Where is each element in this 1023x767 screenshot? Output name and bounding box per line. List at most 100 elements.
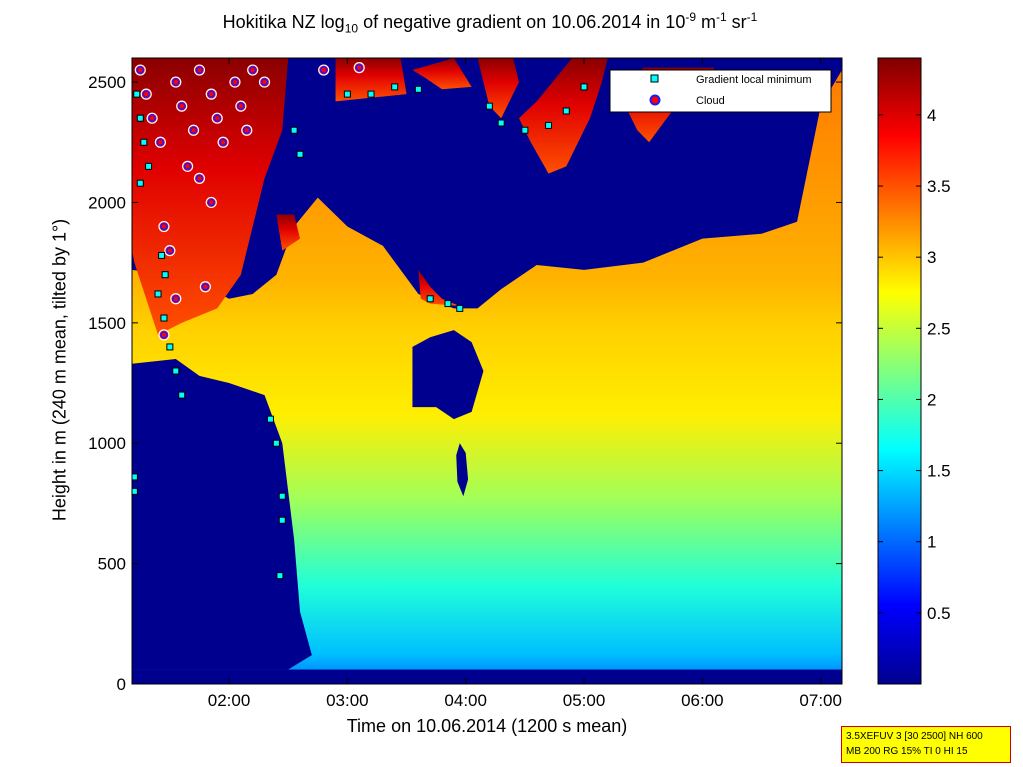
colorbar-tick-label-2: 1.5: [927, 462, 951, 481]
x-tick-label-4: 06:00: [681, 691, 724, 710]
cloud-marker-core-24: [355, 63, 363, 72]
cloud-marker-core-12: [237, 102, 245, 110]
gradient-min-marker-12: [132, 473, 138, 481]
cloud-marker-core-21: [160, 331, 168, 339]
colorbar-gradient: [877, 57, 922, 685]
gradient-min-marker-26: [497, 119, 505, 127]
gradient-min-marker-22: [367, 90, 375, 98]
cloud-marker-core-14: [248, 66, 257, 74]
gradient-min-marker-5: [158, 251, 166, 259]
cloud-marker-core-20: [172, 295, 180, 303]
plot-area: [131, 57, 843, 685]
gradient-min-marker-19: [290, 126, 298, 134]
x-tick-label-3: 05:00: [563, 691, 606, 710]
cloud-marker-core-13: [243, 126, 251, 134]
plot-frame: [131, 57, 843, 685]
gradient-min-marker-31: [545, 121, 553, 129]
x-tick-label-0: 02:00: [208, 691, 251, 710]
y-axis-label: Height in m (240 m mean, tilted by 1°): [49, 218, 70, 522]
cloud-marker-core-22: [260, 78, 269, 86]
colorbar-tick-label-5: 3: [927, 248, 936, 267]
gradient-min-marker-18: [276, 572, 284, 580]
cloud-marker-core-23: [319, 66, 328, 74]
x-tick-label-2: 04:00: [444, 691, 487, 710]
gradient-min-marker-14: [266, 415, 274, 423]
legend-marker-gradient-minimum: [650, 74, 659, 83]
settings-info-box: 3.5XEFUV 3 [30 2500] NH 600 MB 200 RG 15…: [841, 726, 1011, 763]
colorbar-ticks: 0.5 1 1.5 2 2.5 3 3.5 4: [878, 106, 951, 623]
low-signal-region-0: [132, 358, 312, 670]
cloud-marker-core-11: [231, 78, 239, 86]
gradient-min-marker-27: [426, 295, 434, 303]
gradient-min-marker-20: [296, 150, 304, 158]
gradient-min-marker-10: [172, 367, 180, 375]
gradient-min-marker-11: [178, 391, 186, 399]
y-tick-label-0: 0: [117, 675, 126, 694]
colorbar-tick-label-6: 3.5: [927, 177, 951, 196]
cloud-region-1: [276, 214, 301, 251]
colorbar-tick-label-3: 2: [927, 390, 936, 409]
gradient-min-marker-28: [444, 300, 452, 308]
colorbar-tick-label-1: 1: [927, 533, 936, 552]
cloud-region-2: [335, 58, 407, 102]
y-tick-label-2: 1000: [88, 434, 126, 453]
chart-title: Hokitika NZ log10 of negative gradient o…: [222, 10, 758, 36]
cloud-marker-core-6: [189, 126, 198, 134]
gradient-min-marker-13: [132, 487, 138, 495]
cloud-marker-core-25: [201, 282, 210, 291]
y-tick-label-4: 2000: [88, 193, 126, 212]
gradient-min-marker-8: [160, 314, 168, 322]
legend-marker-cloud: [649, 94, 661, 106]
gradient-min-marker-23: [391, 83, 399, 91]
cloud-marker-core-3: [156, 138, 165, 147]
gradient-min-marker-33: [580, 83, 588, 91]
info-line-1: 3.5XEFUV 3 [30 2500] NH 600: [846, 731, 983, 742]
colorbar: 0.5 1 1.5 2 2.5 3 3.5 4: [877, 57, 951, 685]
y-tick-label-5: 2500: [88, 73, 126, 92]
y-tick-label-1: 500: [98, 555, 126, 574]
gradient-min-marker-6: [161, 271, 169, 279]
gradient-min-marker-30: [521, 126, 529, 134]
y-axis: 0 500 1000 1500 2000 2500: [88, 73, 842, 694]
gradient-min-marker-21: [343, 90, 351, 98]
cloud-region-3: [412, 58, 472, 90]
gradient-min-marker-25: [485, 102, 493, 110]
legend: Gradient local minimum Cloud: [609, 69, 832, 113]
cloud-marker-core-8: [207, 90, 216, 98]
surface-low-signal: [132, 669, 842, 684]
gradient-min-marker-7: [154, 290, 162, 298]
boundary-layer-field: [132, 70, 842, 684]
gradient-min-marker-15: [272, 439, 280, 447]
gradient-min-marker-29: [456, 304, 464, 312]
cloud-marker-core-1: [142, 90, 150, 98]
gradient-min-marker-17: [278, 516, 286, 524]
x-tick-label-1: 03:00: [326, 691, 369, 710]
gradient-min-marker-32: [562, 107, 570, 115]
cloud-marker-core-10: [219, 138, 227, 147]
x-tick-label-5: 07:00: [799, 691, 842, 710]
gradient-min-marker-3: [145, 162, 153, 170]
gradient-min-marker-1: [136, 114, 144, 122]
gradient-min-marker-0: [133, 90, 141, 98]
x-axis-label: Time on 10.06.2014 (1200 s mean): [346, 716, 628, 736]
info-line-2: MB 200 RG 15% TI 0 HI 15: [846, 746, 968, 757]
gradient-min-marker-4: [136, 179, 144, 187]
cloud-marker-core-16: [195, 174, 204, 183]
cloud-marker-core-15: [183, 162, 192, 171]
legend-label-gradient-minimum: Gradient local minimum: [696, 74, 812, 86]
cloud-marker-core-2: [148, 114, 156, 122]
gradient-min-marker-24: [414, 85, 422, 93]
cloud-marker-core-17: [207, 198, 216, 207]
gradient-min-marker-16: [278, 492, 286, 500]
low-signal-region-2: [456, 443, 469, 497]
cloud-marker-core-0: [136, 66, 145, 74]
legend-label-cloud: Cloud: [696, 95, 725, 107]
cloud-marker-core-19: [166, 246, 174, 255]
low-signal-region-1: [412, 330, 484, 420]
cloud-marker-core-7: [195, 66, 204, 74]
y-tick-label-3: 1500: [88, 314, 126, 333]
gradient-min-marker-9: [166, 343, 174, 351]
cloud-marker-core-9: [213, 114, 221, 122]
gradient-min-marker-2: [140, 138, 148, 146]
